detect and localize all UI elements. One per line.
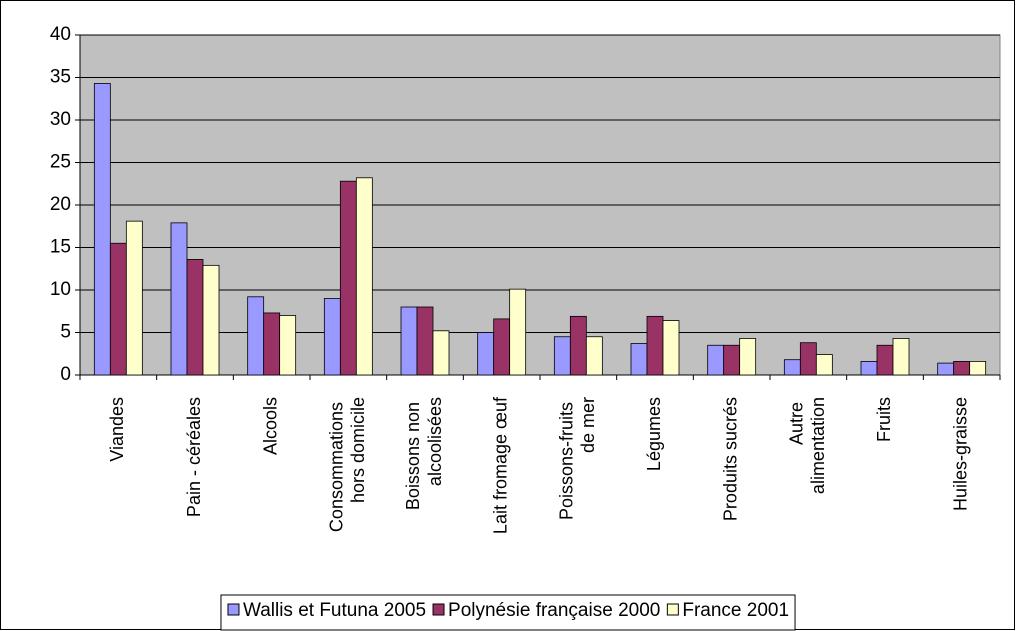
legend-label: Wallis et Futuna 2005: [243, 600, 426, 621]
y-tick-label: 30: [50, 109, 71, 130]
bar: [400, 306, 418, 376]
legend-box: [220, 594, 796, 631]
bar: [707, 344, 725, 376]
bar: [355, 177, 373, 376]
x-tick-label: Alcools: [260, 397, 280, 455]
legend-label: Polynésie française 2000: [448, 600, 660, 621]
bar: [553, 336, 571, 376]
bar: [630, 343, 648, 376]
bar: [937, 362, 955, 376]
bar: [93, 83, 111, 376]
bar: [953, 360, 971, 376]
bar: [339, 180, 357, 376]
bar: [202, 264, 220, 376]
bar: [263, 312, 281, 376]
y-tick-label: 10: [50, 279, 71, 300]
bar: [170, 222, 188, 376]
bar: [493, 318, 511, 376]
x-tick-label: Poissons-fruits de mer: [556, 397, 598, 520]
bar: [585, 336, 603, 376]
bar: [739, 338, 757, 376]
bar: [799, 342, 817, 376]
x-tick-label: Autre alimentation: [786, 397, 828, 494]
bar: [279, 315, 297, 376]
legend-swatch: [666, 603, 679, 616]
bar: [662, 320, 680, 376]
x-tick-label: Consommations hors domicile: [326, 397, 368, 532]
x-tick-label: Huiles-graisse: [950, 397, 970, 511]
bar: [323, 298, 341, 376]
bar: [416, 306, 434, 376]
bar: [860, 360, 878, 376]
bar: [186, 258, 204, 376]
bar: [477, 332, 495, 376]
bar: [432, 330, 450, 376]
y-tick-label: 0: [60, 364, 71, 385]
legend-swatch: [432, 603, 445, 616]
bar: [892, 338, 910, 376]
bar: [815, 354, 833, 376]
bar: [646, 315, 664, 376]
bar: [783, 359, 801, 376]
x-tick-label: Fruits: [874, 397, 894, 442]
y-tick-label: 35: [50, 67, 71, 88]
y-tick-label: 40: [50, 24, 71, 45]
bar: [876, 344, 894, 376]
x-tick-label: Lait fromage œuf: [490, 396, 510, 534]
legend: Wallis et Futuna 2005 Polynésie française…: [220, 594, 796, 631]
bar: [509, 288, 527, 376]
x-tick-label: Pain - céréales: [184, 397, 204, 517]
bar: [247, 296, 265, 376]
y-tick-label: 15: [50, 237, 71, 258]
x-tick-label: Produits sucrés: [720, 397, 740, 521]
x-tick-label: Boissons non alcoolisées: [403, 397, 445, 510]
bar: [969, 360, 987, 376]
bar: [723, 344, 741, 376]
bar: [109, 242, 127, 376]
y-tick-label: 20: [50, 194, 71, 215]
x-tick-label: Viandes: [107, 397, 127, 462]
legend-label: France 2001: [682, 600, 789, 621]
bar: [125, 220, 143, 376]
y-tick-label: 25: [50, 152, 71, 173]
bar: [569, 315, 587, 376]
legend-swatch: [227, 603, 240, 616]
x-tick-label: Légumes: [644, 397, 664, 471]
y-tick-label: 5: [60, 322, 71, 343]
